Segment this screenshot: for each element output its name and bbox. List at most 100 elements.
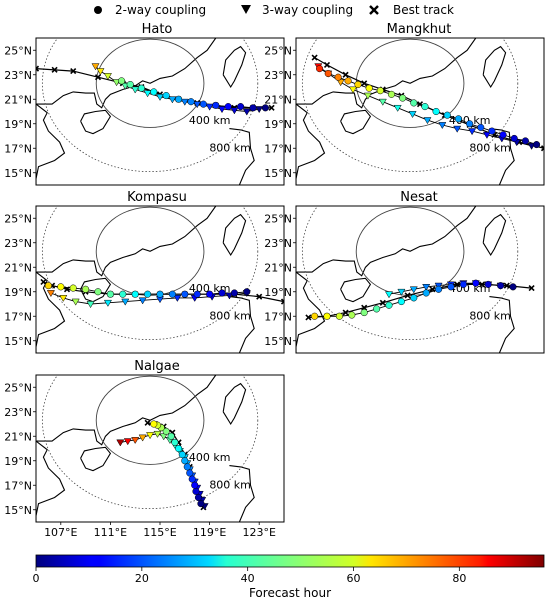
- two-way-point: [243, 288, 251, 296]
- two-way-point: [206, 290, 214, 298]
- two-way-point: [94, 288, 102, 296]
- lat-tick-label: 15°N: [264, 335, 292, 348]
- range-ring-800-label: 800 km: [469, 309, 511, 322]
- three-way-point: [168, 96, 177, 104]
- lon-tick-label: 115°E: [143, 526, 176, 539]
- lat-tick-label: 23°N: [4, 406, 32, 419]
- range-ring-800: [42, 206, 259, 340]
- three-way-point: [193, 101, 202, 109]
- lat-tick-label: 17°N: [4, 479, 32, 492]
- panel-title-mangkhut: Mangkhut: [387, 22, 452, 37]
- lat-tick-label: 15°N: [4, 335, 32, 348]
- range-ring-800-label: 800 km: [469, 141, 511, 154]
- lat-tick-label: 25°N: [4, 381, 32, 394]
- three-way-point: [349, 86, 358, 94]
- panel-title-kompasu: Kompasu: [127, 190, 187, 205]
- lat-tick-label: 25°N: [4, 44, 32, 57]
- two-way-point: [230, 289, 238, 297]
- range-ring-400: [355, 206, 465, 296]
- legend-2way-label: 2-way coupling: [115, 3, 206, 17]
- panel-title-nesat: Nesat: [400, 190, 438, 205]
- two-way-point: [218, 289, 226, 297]
- two-way-point: [167, 432, 175, 440]
- best-track-point: [404, 292, 411, 299]
- two-way-point: [348, 311, 356, 319]
- lon-tick-label: 111°E: [94, 526, 127, 539]
- three-way-point: [393, 104, 402, 112]
- lat-tick-label: 17°N: [264, 310, 292, 323]
- two-way-point: [334, 73, 342, 81]
- two-way-point: [237, 103, 245, 111]
- two-way-point: [365, 84, 373, 92]
- three-way-point: [217, 106, 227, 114]
- panel-hato: Hato 400 km 800 km 15°N 17°N 19°N 21°N 23°N 25°…: [4, 22, 285, 186]
- three-way-point: [121, 298, 130, 306]
- three-way-point: [384, 291, 394, 299]
- legend-best-label: Best track: [393, 3, 454, 17]
- two-way-point: [188, 475, 196, 483]
- three-way-point: [86, 301, 95, 309]
- legend: 2-way coupling 3-way coupling Best track: [94, 3, 454, 17]
- map-frame: [35, 205, 285, 354]
- two-way-point: [497, 282, 505, 290]
- coastline: [36, 38, 255, 185]
- panel-title-nalgae: Nalgae: [134, 359, 180, 374]
- map-frame: [35, 37, 285, 186]
- two-way-point: [69, 284, 77, 292]
- colorbar-tick-label: 60: [347, 572, 361, 585]
- two-way-point: [57, 283, 65, 291]
- three-way-point: [205, 103, 214, 111]
- best-track-point: [323, 61, 331, 69]
- best-track-point: [429, 286, 436, 293]
- range-ring-800: [42, 375, 259, 509]
- range-ring-400: [95, 375, 205, 465]
- two-way-point: [335, 312, 343, 320]
- map-frame: [295, 37, 545, 186]
- two-way-point: [191, 481, 199, 489]
- two-way-point: [533, 141, 541, 149]
- three-way-line-mangkhut: [318, 65, 532, 147]
- two-way-point: [387, 90, 396, 98]
- two-way-point: [131, 290, 139, 298]
- three-way-point: [438, 122, 447, 130]
- two-way-point: [324, 69, 332, 78]
- best-track-point: [70, 68, 77, 75]
- range-ring-800-label: 800 km: [209, 141, 251, 154]
- lat-tick-label: 25°N: [4, 212, 32, 225]
- three-way-point: [123, 438, 132, 446]
- two-way-point: [459, 280, 467, 288]
- two-way-point: [183, 463, 191, 471]
- three-way-point: [103, 73, 112, 81]
- best-track-point: [144, 419, 151, 426]
- lat-tick-label: 19°N: [4, 118, 32, 131]
- best-track-point: [280, 298, 284, 305]
- three-way-point: [138, 297, 147, 305]
- three-way-point: [397, 288, 406, 296]
- three-way-point: [378, 98, 387, 106]
- coastline: [36, 206, 255, 353]
- three-way-point: [255, 106, 264, 114]
- panel-nalgae: Nalgae 400 km 800 km 15°N 17°N 19°N 21°N 23°N 2…: [4, 359, 285, 539]
- lat-tick-label: 19°N: [264, 118, 292, 131]
- best-track-point: [63, 286, 71, 293]
- three-way-point: [146, 432, 155, 440]
- two-way-point: [454, 115, 462, 123]
- two-way-point: [118, 77, 126, 85]
- best-track-point: [305, 314, 312, 321]
- two-way-point: [199, 100, 207, 108]
- two-way-point: [399, 94, 407, 102]
- best-track-point: [256, 293, 263, 300]
- two-way-point: [178, 451, 186, 459]
- two-way-point: [432, 107, 440, 116]
- lat-tick-label: 23°N: [264, 237, 292, 250]
- two-way-point: [171, 438, 179, 446]
- best-track-point: [478, 281, 486, 288]
- three-way-point: [143, 90, 152, 98]
- lat-tick-label: 23°N: [4, 69, 32, 82]
- two-way-point: [162, 92, 170, 100]
- legend-best-marker: [369, 5, 379, 15]
- two-way-point: [150, 88, 158, 96]
- legend-2way-marker: [94, 6, 102, 14]
